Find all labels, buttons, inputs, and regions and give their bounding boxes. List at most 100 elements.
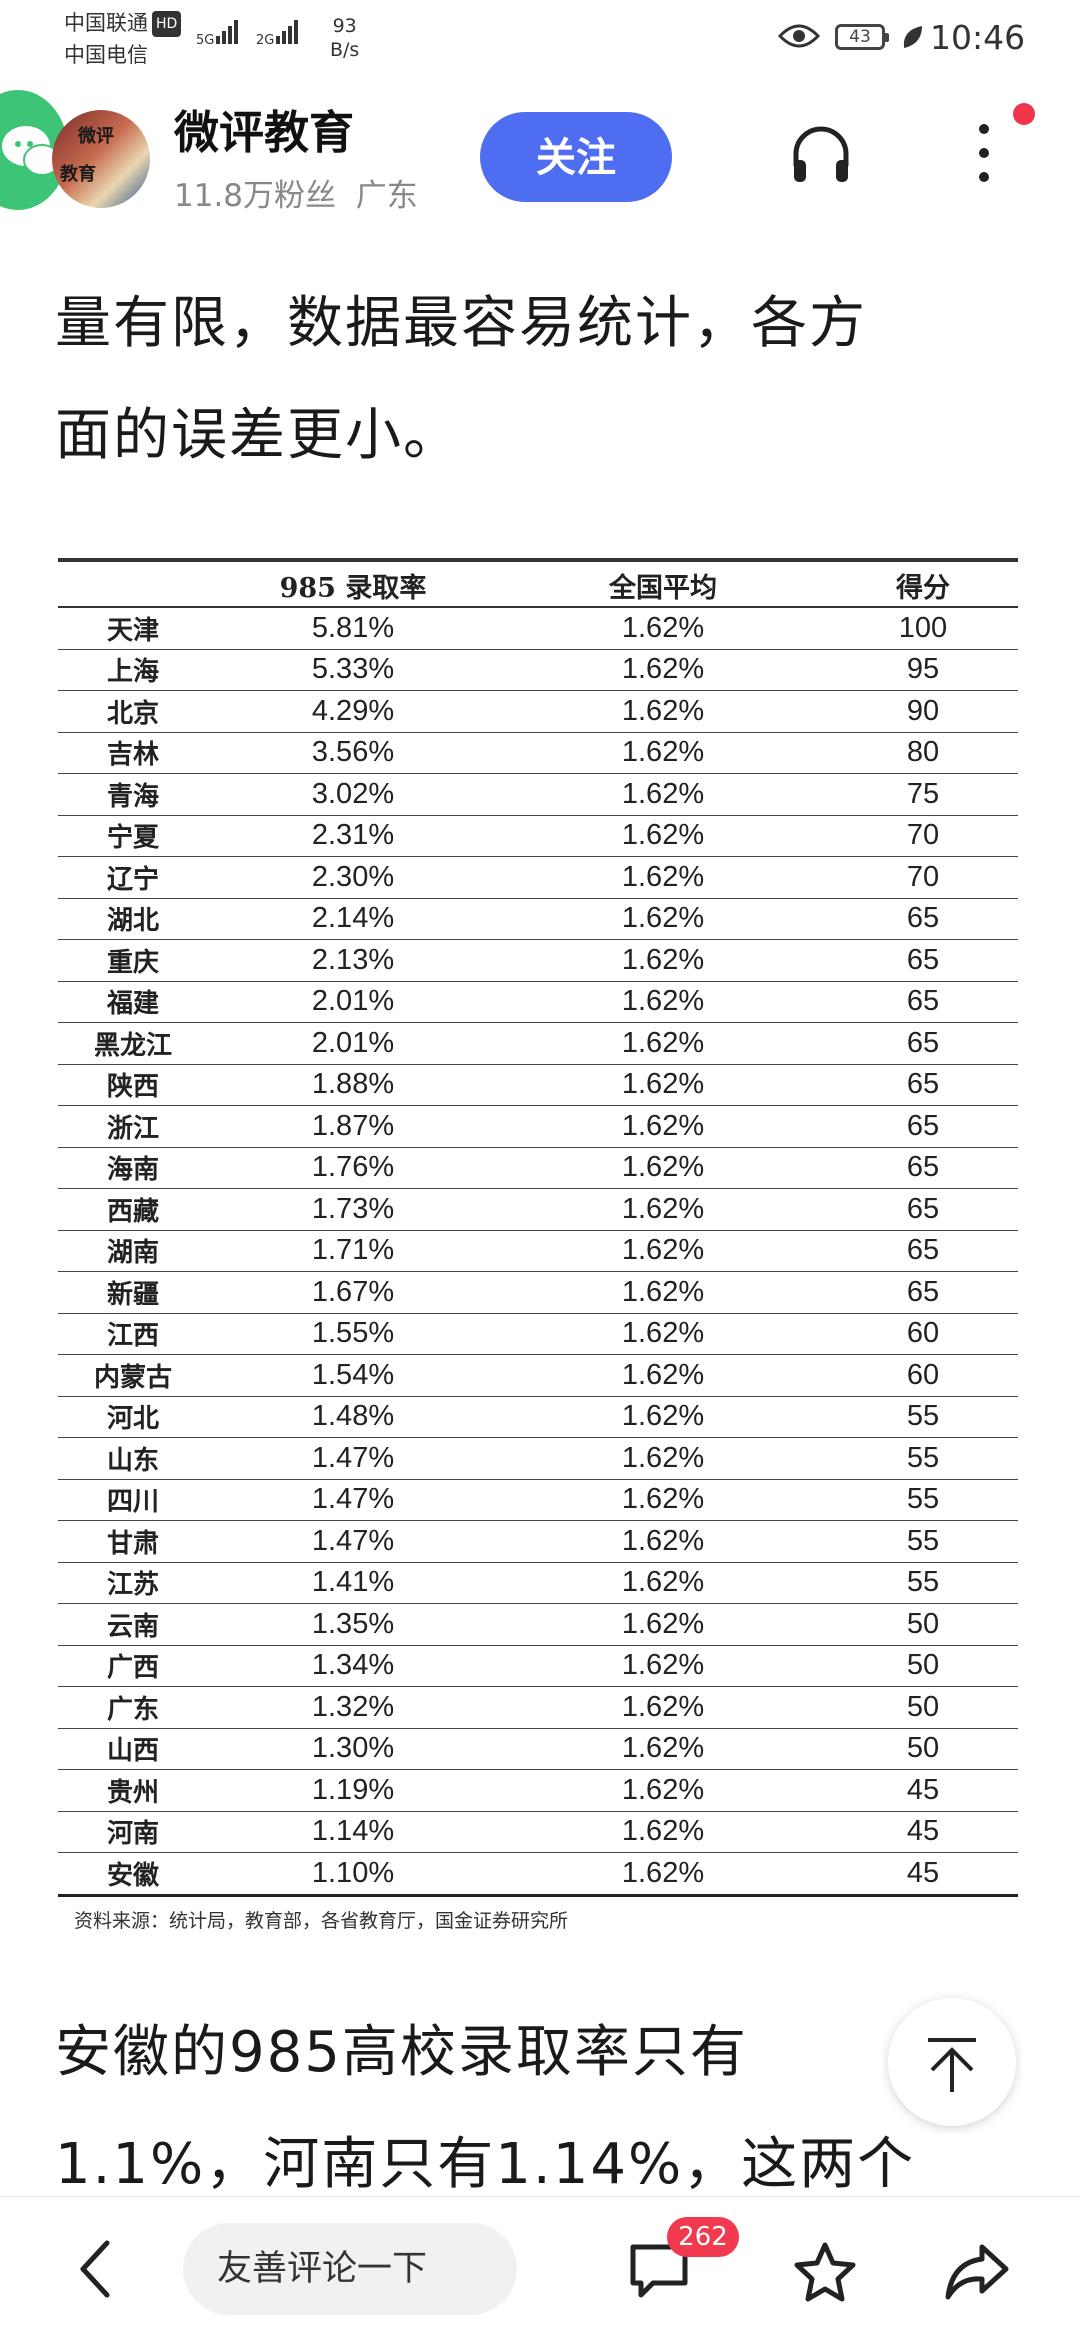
notification-dot bbox=[1013, 103, 1035, 125]
table-row: 河南 1.14% 1.62% 45 bbox=[58, 1811, 1018, 1853]
score-cell: 45 bbox=[828, 1769, 1018, 1812]
score-cell: 55 bbox=[828, 1520, 1018, 1563]
follower-count: 11.8万粉丝 bbox=[174, 178, 337, 214]
table-row: 辽宁 2.30% 1.62% 70 bbox=[58, 856, 1018, 899]
national-avg-cell: 1.62% bbox=[498, 1811, 828, 1853]
national-avg-cell: 1.62% bbox=[498, 1147, 828, 1189]
rate-cell: 1.55% bbox=[208, 1313, 498, 1355]
province-cell: 青海 bbox=[58, 773, 208, 816]
score-cell: 70 bbox=[828, 856, 1018, 899]
province-cell: 贵州 bbox=[58, 1769, 208, 1812]
national-avg-cell: 1.62% bbox=[498, 1188, 828, 1231]
national-avg-cell: 1.62% bbox=[498, 939, 828, 982]
national-avg-cell: 1.62% bbox=[498, 1105, 828, 1148]
province-cell: 海南 bbox=[58, 1147, 208, 1189]
score-cell: 65 bbox=[828, 1105, 1018, 1148]
score-cell: 55 bbox=[828, 1479, 1018, 1521]
score-cell: 90 bbox=[828, 690, 1018, 733]
avatar[interactable]: 微评 教育 bbox=[52, 110, 150, 208]
signal-icon-1: 5G bbox=[196, 20, 240, 48]
comment-input[interactable]: 友善评论一下 bbox=[183, 2223, 517, 2315]
province-cell: 宁夏 bbox=[58, 815, 208, 857]
eye-icon bbox=[778, 24, 820, 48]
national-avg-cell: 1.62% bbox=[498, 898, 828, 940]
province-cell: 浙江 bbox=[58, 1105, 208, 1148]
national-avg-cell: 1.62% bbox=[498, 1396, 828, 1438]
national-avg-cell: 1.62% bbox=[498, 815, 828, 857]
rate-cell: 1.34% bbox=[208, 1645, 498, 1687]
ranking-table-image[interactable]: 985 录取率 全国平均 得分 天津 5.81% 1.62% 100 上海 5.33% 1.62… bbox=[58, 558, 1018, 1936]
account-name[interactable]: 微评教育 bbox=[174, 106, 355, 159]
rate-cell: 1.54% bbox=[208, 1354, 498, 1397]
table-row: 福建 2.01% 1.62% 65 bbox=[58, 981, 1018, 1023]
table-row: 海南 1.76% 1.62% 65 bbox=[58, 1147, 1018, 1189]
rate-cell: 1.30% bbox=[208, 1728, 498, 1770]
score-cell: 55 bbox=[828, 1562, 1018, 1604]
share-icon[interactable] bbox=[944, 2241, 1010, 2301]
rate-cell: 2.01% bbox=[208, 1022, 498, 1065]
table-row: 安徽 1.10% 1.62% 45 bbox=[58, 1852, 1018, 1897]
rate-cell: 2.14% bbox=[208, 898, 498, 940]
more-menu-icon[interactable] bbox=[974, 118, 994, 198]
table-row: 河北 1.48% 1.62% 55 bbox=[58, 1396, 1018, 1438]
back-arrow-icon[interactable] bbox=[75, 2237, 115, 2301]
table-header-cell: 985 录取率 bbox=[208, 564, 498, 608]
table-row: 江苏 1.41% 1.62% 55 bbox=[58, 1562, 1018, 1604]
ranking-table: 985 录取率 全国平均 得分 天津 5.81% 1.62% 100 上海 5.33% 1.62… bbox=[58, 564, 1018, 1897]
status-bar: 中国联通 HD 中国电信 5G 2G 93 B/s 43 10:46 bbox=[0, 0, 1080, 80]
score-cell: 65 bbox=[828, 1271, 1018, 1314]
table-header-cell bbox=[58, 564, 208, 608]
score-cell: 65 bbox=[828, 1230, 1018, 1272]
account-meta: 11.8万粉丝 广东 bbox=[174, 170, 418, 215]
national-avg-cell: 1.62% bbox=[498, 1562, 828, 1604]
follow-button[interactable]: 关注 bbox=[480, 112, 672, 202]
province-cell: 安徽 bbox=[58, 1852, 208, 1897]
province-cell: 广东 bbox=[58, 1686, 208, 1729]
score-cell: 50 bbox=[828, 1686, 1018, 1729]
table-row: 宁夏 2.31% 1.62% 70 bbox=[58, 815, 1018, 857]
rate-cell: 1.47% bbox=[208, 1520, 498, 1563]
rate-cell: 1.19% bbox=[208, 1769, 498, 1812]
national-avg-cell: 1.62% bbox=[498, 1769, 828, 1812]
account-region: 广东 bbox=[355, 178, 418, 214]
arrow-up-icon bbox=[928, 2038, 976, 2092]
national-avg-cell: 1.62% bbox=[498, 1479, 828, 1521]
province-cell: 云南 bbox=[58, 1603, 208, 1646]
province-cell: 吉林 bbox=[58, 732, 208, 774]
scroll-to-top-button[interactable] bbox=[888, 1998, 1016, 2126]
national-avg-cell: 1.62% bbox=[498, 1437, 828, 1480]
score-cell: 65 bbox=[828, 1064, 1018, 1106]
table-row: 北京 4.29% 1.62% 90 bbox=[58, 690, 1018, 733]
national-avg-cell: 1.62% bbox=[498, 1271, 828, 1314]
table-row: 云南 1.35% 1.62% 50 bbox=[58, 1603, 1018, 1646]
score-cell: 100 bbox=[828, 607, 1018, 650]
table-source-note: 资料来源：统计局，教育部，各省教育厅，国金证券研究所 bbox=[74, 1910, 569, 1932]
table-row: 陕西 1.88% 1.62% 65 bbox=[58, 1064, 1018, 1106]
national-avg-cell: 1.62% bbox=[498, 1603, 828, 1646]
table-row: 黑龙江 2.01% 1.62% 65 bbox=[58, 1022, 1018, 1065]
national-avg-cell: 1.62% bbox=[498, 732, 828, 774]
national-avg-cell: 1.62% bbox=[498, 607, 828, 650]
rate-cell: 2.30% bbox=[208, 856, 498, 899]
province-cell: 上海 bbox=[58, 649, 208, 691]
clock: 10:46 bbox=[930, 18, 1026, 57]
hd-icon: HD bbox=[152, 11, 182, 37]
province-cell: 河北 bbox=[58, 1396, 208, 1438]
rate-cell: 1.32% bbox=[208, 1686, 498, 1729]
score-cell: 65 bbox=[828, 898, 1018, 940]
national-avg-cell: 1.62% bbox=[498, 1313, 828, 1355]
province-cell: 江西 bbox=[58, 1313, 208, 1355]
score-cell: 50 bbox=[828, 1645, 1018, 1687]
star-icon[interactable] bbox=[793, 2241, 857, 2303]
table-row: 西藏 1.73% 1.62% 65 bbox=[58, 1188, 1018, 1231]
table-row: 山西 1.30% 1.62% 50 bbox=[58, 1728, 1018, 1770]
province-cell: 湖南 bbox=[58, 1230, 208, 1272]
table-header-cell: 全国平均 bbox=[498, 564, 828, 608]
table-row: 山东 1.47% 1.62% 55 bbox=[58, 1437, 1018, 1480]
national-avg-cell: 1.62% bbox=[498, 690, 828, 733]
table-row: 重庆 2.13% 1.62% 65 bbox=[58, 939, 1018, 982]
table-row: 贵州 1.19% 1.62% 45 bbox=[58, 1769, 1018, 1812]
headphone-icon[interactable] bbox=[788, 122, 854, 188]
article-paragraph-top: 量有限，数据最容易统计，各方 面的误差更小。 bbox=[55, 291, 867, 468]
province-cell: 陕西 bbox=[58, 1064, 208, 1106]
